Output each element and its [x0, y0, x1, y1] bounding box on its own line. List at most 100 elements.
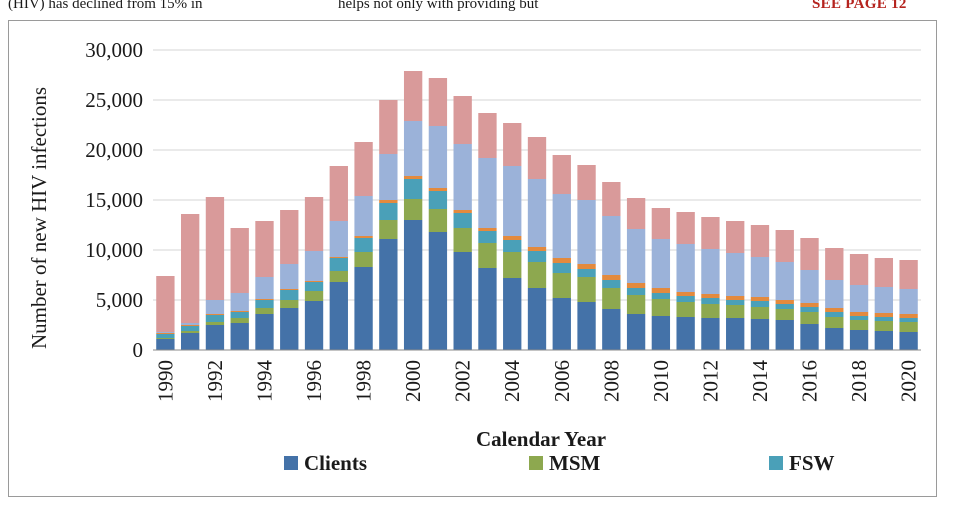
bar-segment [602, 182, 621, 216]
bar-segment [899, 332, 918, 350]
bar-segment [503, 236, 522, 240]
bar-segment [503, 240, 522, 252]
bar-segment [205, 197, 225, 300]
x-tick-label: 2008 [599, 360, 623, 402]
bar-segment [478, 113, 497, 158]
bar-segment [503, 278, 522, 350]
bar-segment [329, 257, 348, 258]
bar-segment [304, 291, 324, 301]
bar-segment [403, 176, 423, 179]
bar-segment [180, 331, 200, 333]
x-tick-label: 2018 [847, 360, 871, 402]
bar-segment [280, 290, 299, 300]
x-tick-label: 1994 [252, 360, 276, 403]
bar-segment [800, 303, 819, 307]
bar-segment [750, 257, 770, 297]
bar-segment [874, 258, 894, 287]
bar-segment [552, 155, 571, 194]
legend-label: Clients [304, 451, 367, 475]
bar-segment [428, 188, 448, 191]
bar-segment [230, 318, 249, 323]
bar-segment [775, 262, 794, 300]
bar-segment [874, 317, 894, 321]
bar-segment [701, 249, 720, 294]
y-tick-label: 25,000 [85, 88, 143, 112]
bar-segment [379, 100, 398, 154]
bar-segment [503, 123, 522, 166]
x-tick-label: 2016 [798, 360, 822, 402]
bar-segment [577, 200, 596, 264]
bar-segment [280, 308, 299, 350]
bar-segment [527, 251, 547, 262]
bar-segment [800, 270, 819, 303]
y-axis-label: Number of new HIV infections [27, 87, 51, 349]
bar-segment [304, 301, 324, 350]
bar-segment [255, 300, 274, 308]
bar-segment [676, 292, 695, 296]
bar-segment [428, 209, 448, 232]
bar-segment [825, 308, 844, 312]
bar-segment [304, 281, 324, 282]
bar-segment [651, 316, 671, 350]
bars [156, 71, 918, 350]
bar-segment [453, 210, 472, 213]
legend-item: MSM [529, 451, 601, 475]
bar-segment [726, 296, 745, 300]
bar-segment [453, 252, 472, 350]
bar-segment [205, 314, 225, 315]
bar-segment [156, 334, 175, 338]
y-tick-label: 30,000 [85, 38, 143, 62]
bar-segment [230, 228, 249, 293]
bar-segment [552, 263, 571, 273]
page-text-top-left: (HIV) has declined from 15% in [8, 0, 203, 12]
bar-segment [304, 282, 324, 291]
bar-segment [527, 247, 547, 251]
bar-segment [899, 318, 918, 322]
bar-segment [478, 228, 497, 231]
bar-segment [602, 216, 621, 275]
bar-segment [230, 312, 249, 318]
bar-segment [775, 300, 794, 304]
bar-segment [354, 196, 373, 236]
bar-segment [849, 285, 869, 312]
bar-segment [280, 264, 299, 289]
bar-segment [379, 220, 398, 239]
bar-segment [750, 307, 770, 319]
bar-segment [626, 198, 646, 229]
bar-segment [205, 325, 225, 350]
bar-segment [180, 326, 200, 331]
y-tick-label: 0 [133, 338, 144, 362]
bar-segment [180, 333, 200, 350]
bar-segment [379, 200, 398, 203]
bar-segment [874, 321, 894, 331]
x-tick-label: 2006 [550, 360, 574, 402]
bar-segment [825, 317, 844, 328]
bar-segment [726, 305, 745, 318]
y-tick-labels: 0 5,000 10,000 15,000 20,000 25,000 30,000 [85, 38, 143, 362]
bar-segment [354, 142, 373, 196]
bar-segment [775, 320, 794, 350]
bar-segment [527, 288, 547, 350]
bar-segment [676, 212, 695, 244]
bar-segment [552, 258, 571, 263]
legend-swatch [284, 456, 298, 470]
bar-segment [626, 295, 646, 314]
bar-segment [255, 221, 274, 277]
bar-segment [602, 309, 621, 350]
bar-segment [651, 239, 671, 288]
bar-segment [849, 320, 869, 330]
bar-segment [304, 197, 324, 251]
bar-segment [156, 339, 175, 350]
bar-segment [527, 262, 547, 288]
bar-segment [626, 314, 646, 350]
stacked-bar-chart: 0 5,000 10,000 15,000 20,000 25,000 30,000 199… [27, 38, 921, 475]
legend-swatch [529, 456, 543, 470]
x-tick-label: 1996 [302, 360, 326, 402]
x-tick-label: 1998 [352, 360, 376, 402]
bar-segment [156, 332, 175, 333]
legend-swatch [769, 456, 783, 470]
bar-segment [899, 314, 918, 318]
see-page-reference: SEE PAGE 12 [812, 0, 907, 12]
bar-segment [577, 264, 596, 269]
bar-segment [304, 251, 324, 281]
